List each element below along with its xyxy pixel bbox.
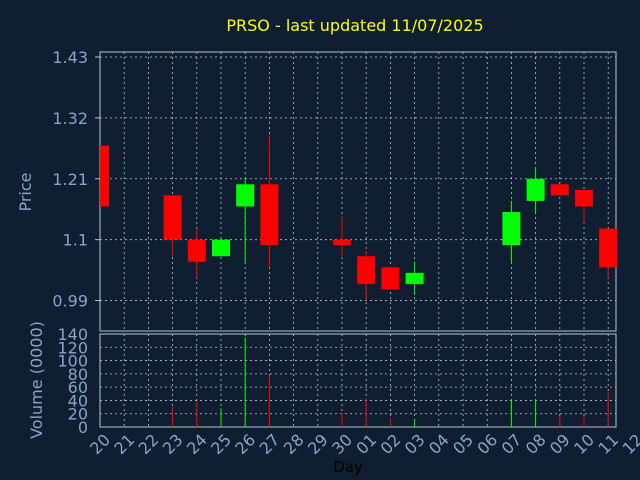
candle-body [100, 145, 109, 207]
volume-plot-area [99, 333, 617, 428]
candle-body [405, 272, 424, 284]
x-axis-label: Day [333, 458, 363, 476]
volume-bars [172, 337, 609, 427]
price-tick-label: 1.1 [63, 231, 88, 250]
price-tick-label: 1.21 [52, 170, 88, 189]
volume-tick-label: 120 [57, 338, 88, 357]
price-y-axis: 1.43 1.32 1.21 1.1 0.99 [52, 48, 100, 311]
x-tick-label: 12 [619, 430, 640, 458]
candle-body [599, 228, 618, 268]
candle-body [163, 195, 182, 240]
candle-body [357, 256, 376, 284]
candle-body [381, 267, 400, 290]
volume-axis-label: Volume (0000) [27, 321, 46, 439]
price-grid [100, 52, 616, 331]
candle-body [260, 184, 279, 246]
volume-tick-label: 20 [68, 405, 88, 424]
candle-body [550, 184, 569, 196]
candle-body [526, 178, 545, 201]
volume-tick-label: 60 [68, 378, 88, 397]
price-axis-label: Price [16, 172, 35, 211]
volume-grid [100, 333, 616, 428]
candle-body [236, 184, 255, 207]
candle-body [502, 211, 521, 246]
price-tick-label: 1.32 [52, 109, 88, 128]
x-axis: 2021222324252627282930010203040506070809… [86, 430, 640, 458]
price-tick-label: 1.43 [52, 48, 88, 67]
price-tick-label: 0.99 [52, 292, 88, 311]
candles [100, 134, 618, 301]
volume-tick-label: 40 [68, 391, 88, 410]
volume-tick-label: 100 [57, 352, 88, 371]
chart-title: PRSO - last updated 11/07/2025 [226, 16, 483, 35]
volume-tick-label: 80 [68, 365, 88, 384]
candle-body [187, 239, 206, 262]
candle-body [333, 239, 351, 246]
price-panel: 1.43 1.32 1.21 1.1 0.99 Price [16, 48, 618, 332]
candle-body [212, 239, 230, 257]
volume-tick-label: 140 [57, 325, 88, 344]
volume-tick-label: 0 [78, 418, 88, 437]
candle-body [575, 189, 593, 207]
